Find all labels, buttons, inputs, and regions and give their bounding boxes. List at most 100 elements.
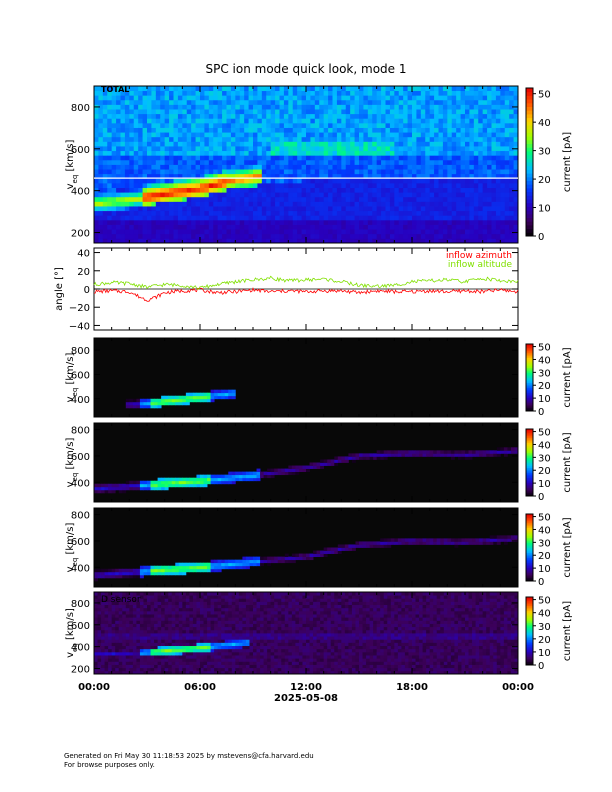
heatmap-cell — [270, 146, 276, 152]
heatmap-cell — [125, 639, 130, 643]
heatmap-cell — [101, 661, 105, 665]
heatmap-cell — [203, 392, 208, 397]
heatmap-cell — [403, 219, 408, 225]
heatmap-cell — [336, 118, 342, 124]
heatmap-cell — [195, 146, 201, 152]
heatmap-cell — [442, 146, 448, 152]
heatmap-cell — [154, 648, 158, 653]
heatmap-cell — [115, 633, 120, 637]
heatmap-cell — [478, 159, 484, 165]
heatmap-cell — [438, 159, 444, 165]
heatmap-cell — [350, 109, 355, 115]
heatmap-cell — [94, 86, 99, 92]
heatmap-cell — [161, 395, 166, 400]
colorbar-tick-label: 30 — [538, 147, 551, 158]
heatmap-cell — [230, 127, 236, 133]
heatmap-cell — [143, 626, 148, 631]
heatmap-cell — [102, 164, 108, 170]
heatmap-cell — [226, 196, 232, 202]
heatmap-cell — [442, 155, 448, 161]
heatmap-cell — [115, 486, 120, 491]
heatmap-cell — [336, 196, 342, 202]
heatmap-cell — [314, 141, 320, 147]
heatmap-cell — [97, 623, 102, 628]
heatmap-cell — [412, 132, 417, 138]
heatmap-cell — [434, 132, 439, 138]
heatmap-cell — [354, 109, 360, 115]
heatmap-cell — [101, 655, 105, 659]
heatmap-cell — [108, 489, 113, 494]
heatmap-cell — [224, 562, 229, 567]
heatmap-cell — [186, 146, 192, 152]
heatmap-cell — [465, 173, 470, 179]
heatmap-cell — [487, 169, 492, 175]
heatmap-cell — [330, 550, 335, 554]
heatmap-cell — [111, 489, 116, 494]
heatmap-cell — [401, 541, 406, 545]
heatmap-cell — [217, 568, 222, 573]
heatmap-cell — [244, 155, 249, 161]
heatmap-cell — [125, 633, 130, 637]
heatmap-cell — [102, 215, 108, 221]
heatmap-cell — [235, 141, 241, 147]
heatmap-cell — [136, 642, 141, 647]
heatmap-cell — [217, 389, 222, 394]
heatmap-cell — [390, 450, 395, 454]
heatmap-cell — [200, 201, 205, 207]
heatmap-cell — [138, 150, 143, 156]
heatmap-cell — [191, 141, 196, 147]
heatmap-cell — [195, 127, 201, 133]
colorbar-tick-label: 50 — [538, 90, 551, 101]
heatmap-cell — [465, 229, 470, 235]
heatmap-cell — [487, 229, 492, 235]
heatmap-cell — [139, 655, 144, 659]
heatmap-cell — [142, 109, 148, 115]
heatmap-cell — [177, 219, 183, 225]
heatmap-cell — [416, 113, 422, 119]
heatmap-cell — [426, 453, 431, 457]
heatmap-cell — [306, 196, 311, 202]
heatmap-cell — [147, 398, 151, 403]
heatmap-cell — [107, 229, 113, 235]
heatmap-cell — [451, 219, 457, 225]
heatmap-cell — [323, 187, 329, 193]
heatmap-cell — [98, 229, 104, 235]
heatmap-cell — [350, 104, 355, 110]
heatmap-cell — [164, 136, 170, 142]
heatmap-cell — [224, 559, 229, 564]
heatmap-cell — [387, 450, 392, 454]
heatmap-cell — [261, 219, 267, 225]
heatmap-cell — [160, 215, 166, 221]
heatmap-cell — [129, 146, 135, 152]
heatmap-cell — [261, 86, 267, 92]
heatmap-cell — [509, 118, 514, 124]
heatmap-cell — [107, 238, 113, 244]
heatmap-cell — [204, 224, 210, 230]
heatmap-cell — [207, 568, 211, 573]
heatmap-cell — [154, 651, 158, 656]
heatmap-cell — [283, 215, 289, 221]
heatmap-cell — [178, 568, 183, 573]
heatmap-cell — [412, 192, 417, 198]
heatmap-cell — [372, 182, 378, 188]
heatmap-cell — [394, 99, 400, 105]
heatmap-cell — [398, 219, 404, 225]
heatmap-cell — [487, 90, 492, 96]
heatmap-cell — [473, 99, 479, 105]
heatmap-cell — [381, 196, 386, 202]
heatmap-cell — [253, 150, 258, 156]
heatmap-cell — [416, 122, 422, 128]
heatmap-cell — [359, 206, 364, 212]
heatmap-cell — [460, 104, 466, 110]
heatmap-cell — [203, 480, 208, 485]
heatmap-cell — [169, 219, 174, 225]
heatmap-cell — [301, 173, 307, 179]
heatmap-cell — [129, 401, 134, 406]
heatmap-cell — [380, 456, 385, 460]
heatmap-cell — [244, 150, 249, 156]
heatmap-cell — [367, 187, 373, 193]
heatmap-cell — [354, 113, 360, 119]
heatmap-cell — [200, 206, 205, 212]
heatmap-cell — [513, 109, 519, 115]
heatmap-cell — [298, 465, 303, 469]
